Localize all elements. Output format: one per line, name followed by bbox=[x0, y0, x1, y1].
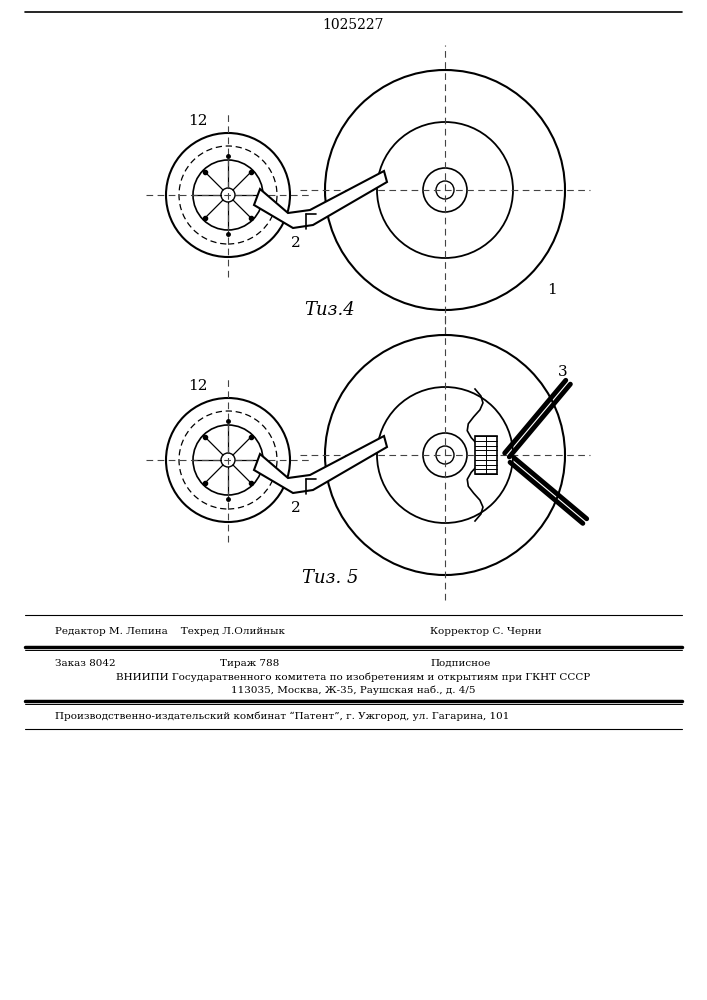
Text: ВНИИПИ Государатвенного комитета по изобретениям и открытиям при ГКНТ СССР: ВНИИПИ Государатвенного комитета по изоб… bbox=[116, 672, 590, 682]
Text: 1: 1 bbox=[547, 283, 556, 297]
Polygon shape bbox=[254, 436, 387, 493]
Text: Редактор М. Лепина    Техред Л.Олийнык: Редактор М. Лепина Техред Л.Олийнык bbox=[55, 628, 285, 637]
Text: 12: 12 bbox=[188, 379, 208, 393]
Text: Τиз.4: Τиз.4 bbox=[305, 301, 356, 319]
Text: Производственно-издательский комбинат “Патент”, г. Ужгород, ул. Гагарина, 101: Производственно-издательский комбинат “П… bbox=[55, 711, 509, 721]
Polygon shape bbox=[254, 171, 387, 228]
Text: 1025227: 1025227 bbox=[322, 18, 384, 32]
Text: 113035, Москва, Ж-35, Раушская наб., д. 4/5: 113035, Москва, Ж-35, Раушская наб., д. … bbox=[230, 685, 475, 695]
Text: Заказ 8042: Заказ 8042 bbox=[55, 658, 116, 668]
Text: 2: 2 bbox=[291, 236, 301, 250]
Bar bbox=[475, 436, 497, 474]
Text: 2: 2 bbox=[291, 501, 301, 515]
Text: Τиз. 5: Τиз. 5 bbox=[302, 569, 358, 587]
Text: Тираж 788: Тираж 788 bbox=[220, 658, 279, 668]
Text: 12: 12 bbox=[188, 114, 208, 128]
Text: Подписное: Подписное bbox=[430, 658, 491, 668]
Text: 3: 3 bbox=[559, 365, 568, 379]
Text: Корректор С. Черни: Корректор С. Черни bbox=[430, 628, 542, 637]
